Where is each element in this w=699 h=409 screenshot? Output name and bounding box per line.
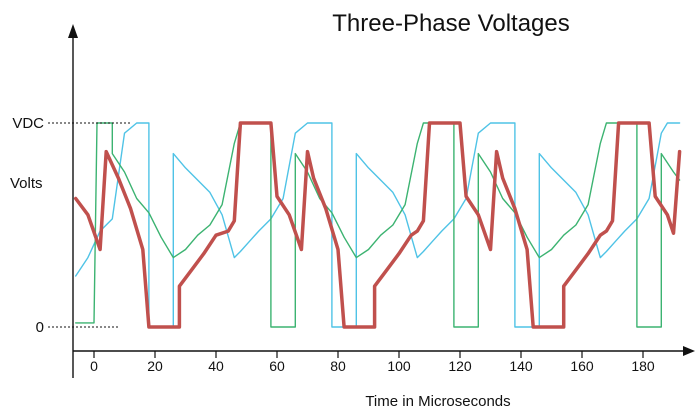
plot-area [73, 121, 682, 329]
x-tick-label: 0 [90, 358, 98, 374]
y-axis-label: Volts [10, 175, 43, 192]
series-line-1 [74, 122, 681, 328]
x-tick-label: 120 [448, 358, 472, 374]
x-tick-label: 20 [147, 358, 163, 374]
axes: 0 20 40 60 80 100 120 140 160 180 VDC 0 [12, 24, 695, 378]
chart-title: Three-Phase Voltages [332, 10, 569, 37]
x-tick-label: 60 [269, 358, 285, 374]
series-line-3 [73, 121, 682, 329]
x-tick-label: 40 [208, 358, 224, 374]
x-axis-label: Time in Microseconds [365, 393, 510, 409]
x-tick-label: 180 [631, 358, 655, 374]
x-tick-label: 100 [387, 358, 411, 374]
x-axis-arrow-icon [683, 346, 695, 356]
y-tick-label: 0 [36, 319, 44, 336]
x-tick-label: 160 [570, 358, 594, 374]
y-tick-label: VDC [12, 115, 44, 132]
y-axis-arrow-icon [68, 24, 78, 38]
x-tick-label: 140 [509, 358, 533, 374]
x-tick-label: 80 [330, 358, 346, 374]
series-line-2 [74, 122, 681, 328]
